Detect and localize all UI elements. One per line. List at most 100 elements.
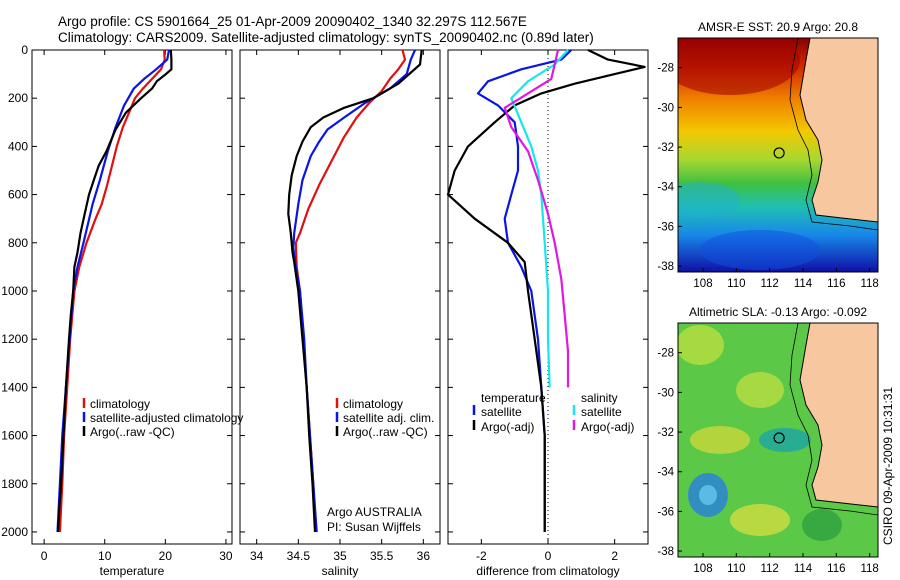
y-tick-label: 1800 <box>1 477 28 491</box>
salinity-annotation-line-2: PI: Susan Wijffels <box>327 520 421 534</box>
sst-map-axes: 108 110 112 114 116 118 -28 -30 -32 -34 -36 -38 <box>657 63 878 290</box>
x-tick-label: -2 <box>476 549 487 563</box>
map-y-tick-label: -34 <box>657 467 674 479</box>
argo-float-marker <box>773 432 785 444</box>
map-x-tick-label: 116 <box>827 563 845 575</box>
y-tick-label: 0 <box>21 43 28 57</box>
map-y-tick-label: -32 <box>657 427 674 439</box>
y-tick-label: 2000 <box>1 525 28 539</box>
legend-label-satellite: satellite adj. clim. <box>343 411 434 425</box>
series-line-sal_argo <box>503 49 570 388</box>
y-tick-label: 1400 <box>1 380 28 394</box>
x-tick-label: 0 <box>41 549 48 563</box>
legend-label-climatology: climatology <box>90 397 150 411</box>
y-tick-label: 800 <box>8 236 28 250</box>
map-x-tick-label: 112 <box>760 278 778 290</box>
series-line-argo <box>57 49 173 533</box>
series-line-temp_argo <box>446 49 646 532</box>
map-y-tick-label: -34 <box>657 182 674 194</box>
legend-label-satellite: satellite-adjusted climatology <box>90 411 243 425</box>
map-x-tick-label: 108 <box>693 278 712 290</box>
legend-label-temp-argo: Argo(-adj) <box>481 420 534 434</box>
sla-high-patch <box>678 325 724 365</box>
timestamp-stamp: CSIRO 09-Apr-2009 10:31:31 <box>881 387 895 545</box>
sla-map-frame <box>677 322 879 558</box>
x-tick-label: 35.5 <box>370 549 394 563</box>
sla-high-patch <box>730 504 790 536</box>
map-x-tick-label: 110 <box>727 278 745 290</box>
map-y-tick-label: -28 <box>657 348 674 360</box>
legend-label-sal-argo: Argo(-adj) <box>581 420 634 434</box>
map-y-tick-label: -28 <box>657 63 674 75</box>
y-tick-label: 200 <box>8 91 28 105</box>
series-line-temp_satellite <box>476 49 573 532</box>
y-tick-label: 400 <box>8 139 28 153</box>
legend-label-sal-satellite: satellite <box>581 405 622 419</box>
salinity-chart: 34 34.5 35 35.5 36 salinity <box>240 49 440 578</box>
sst-warm-patch <box>678 38 800 95</box>
sla-map-axes: 108 110 112 114 116 118 -28 -30 -32 -34 -36 -38 <box>657 348 878 575</box>
map-x-tick-label: 118 <box>860 563 878 575</box>
map-x-tick-label: 114 <box>794 278 813 290</box>
map-x-tick-label: 114 <box>794 563 813 575</box>
sla-low-patch <box>802 509 842 541</box>
map-y-tick-label: -30 <box>657 387 674 399</box>
salinity-annotation-line-1: Argo AUSTRALIA <box>327 505 422 519</box>
temperature-panel-frame <box>31 49 233 545</box>
map-y-tick-label: -36 <box>657 221 674 233</box>
sla-land-coastline <box>799 323 878 508</box>
x-tick-label: 34 <box>250 549 264 563</box>
sst-shelf-contour <box>789 38 878 231</box>
map-y-tick-label: -38 <box>657 546 674 558</box>
salinity-panel-frame <box>239 49 441 545</box>
series-line-sal_satellite <box>510 49 569 388</box>
x-tick-label: 36 <box>417 549 431 563</box>
temperature-legend: climatology satellite-adjusted climatolo… <box>82 397 243 439</box>
map-x-tick-label: 108 <box>693 563 712 575</box>
sst-land-coastline <box>799 38 878 223</box>
sla-low-patch <box>759 428 811 452</box>
map-y-tick-label: -38 <box>657 261 674 273</box>
temperature-chart: 0 10 20 30 temperature 0 200 400 600 800 1000 1200 1… <box>1 43 233 578</box>
sst-cold-patch <box>700 230 820 270</box>
legend-label-climatology: climatology <box>343 397 403 411</box>
legend-heading-salinity: salinity <box>581 391 618 405</box>
map-y-tick-label: -32 <box>657 142 674 154</box>
map-x-tick-label: 112 <box>760 563 778 575</box>
sst-map-frame <box>677 37 879 273</box>
map-x-tick-label: 116 <box>827 278 845 290</box>
x-tick-label: 10 <box>98 549 112 563</box>
x-tick-label: 0 <box>545 549 552 563</box>
x-axis-label: salinity <box>322 564 359 578</box>
sla-shelf-contour <box>789 323 878 516</box>
x-tick-label: 20 <box>159 549 173 563</box>
legend-label-argo: Argo(..raw -QC) <box>90 425 175 439</box>
legend-label-argo: Argo(..raw -QC) <box>343 425 428 439</box>
series-line-argo <box>287 49 423 533</box>
sst-cool-patch <box>678 182 740 218</box>
x-axis-label: temperature <box>100 564 165 578</box>
x-axis-label: difference from climatology <box>476 564 619 578</box>
argo-float-marker <box>773 147 785 159</box>
header-line-2: Climatology: CARS2009. Satellite-adjuste… <box>58 30 594 45</box>
series-line-climatology <box>58 49 166 533</box>
sla-map-title: Altimetric SLA: -0.13 Argo: -0.092 <box>689 305 867 319</box>
x-tick-label: 30 <box>219 549 233 563</box>
y-tick-label: 600 <box>8 188 28 202</box>
x-tick-label: 2 <box>611 549 618 563</box>
map-x-tick-label: 110 <box>727 563 745 575</box>
map-y-tick-label: -30 <box>657 102 674 114</box>
map-x-tick-label: 118 <box>860 278 878 290</box>
y-tick-label: 1000 <box>1 284 28 298</box>
difference-legend: temperature satellite Argo(-adj) salinit… <box>472 391 634 434</box>
header-line-1: Argo profile: CS 5901664_25 01-Apr-2009 … <box>58 14 527 29</box>
sla-map-image <box>678 323 878 557</box>
x-tick-label: 34.5 <box>287 549 311 563</box>
sst-map-title: AMSR-E SST: 20.9 Argo: 20.8 <box>698 20 858 34</box>
x-tick-label: 35 <box>333 549 347 563</box>
sla-low-core <box>699 485 717 505</box>
y-tick-label: 1600 <box>1 429 28 443</box>
sst-map-image <box>678 38 878 272</box>
salinity-legend: climatology satellite adj. clim. Argo(..… <box>335 397 434 439</box>
